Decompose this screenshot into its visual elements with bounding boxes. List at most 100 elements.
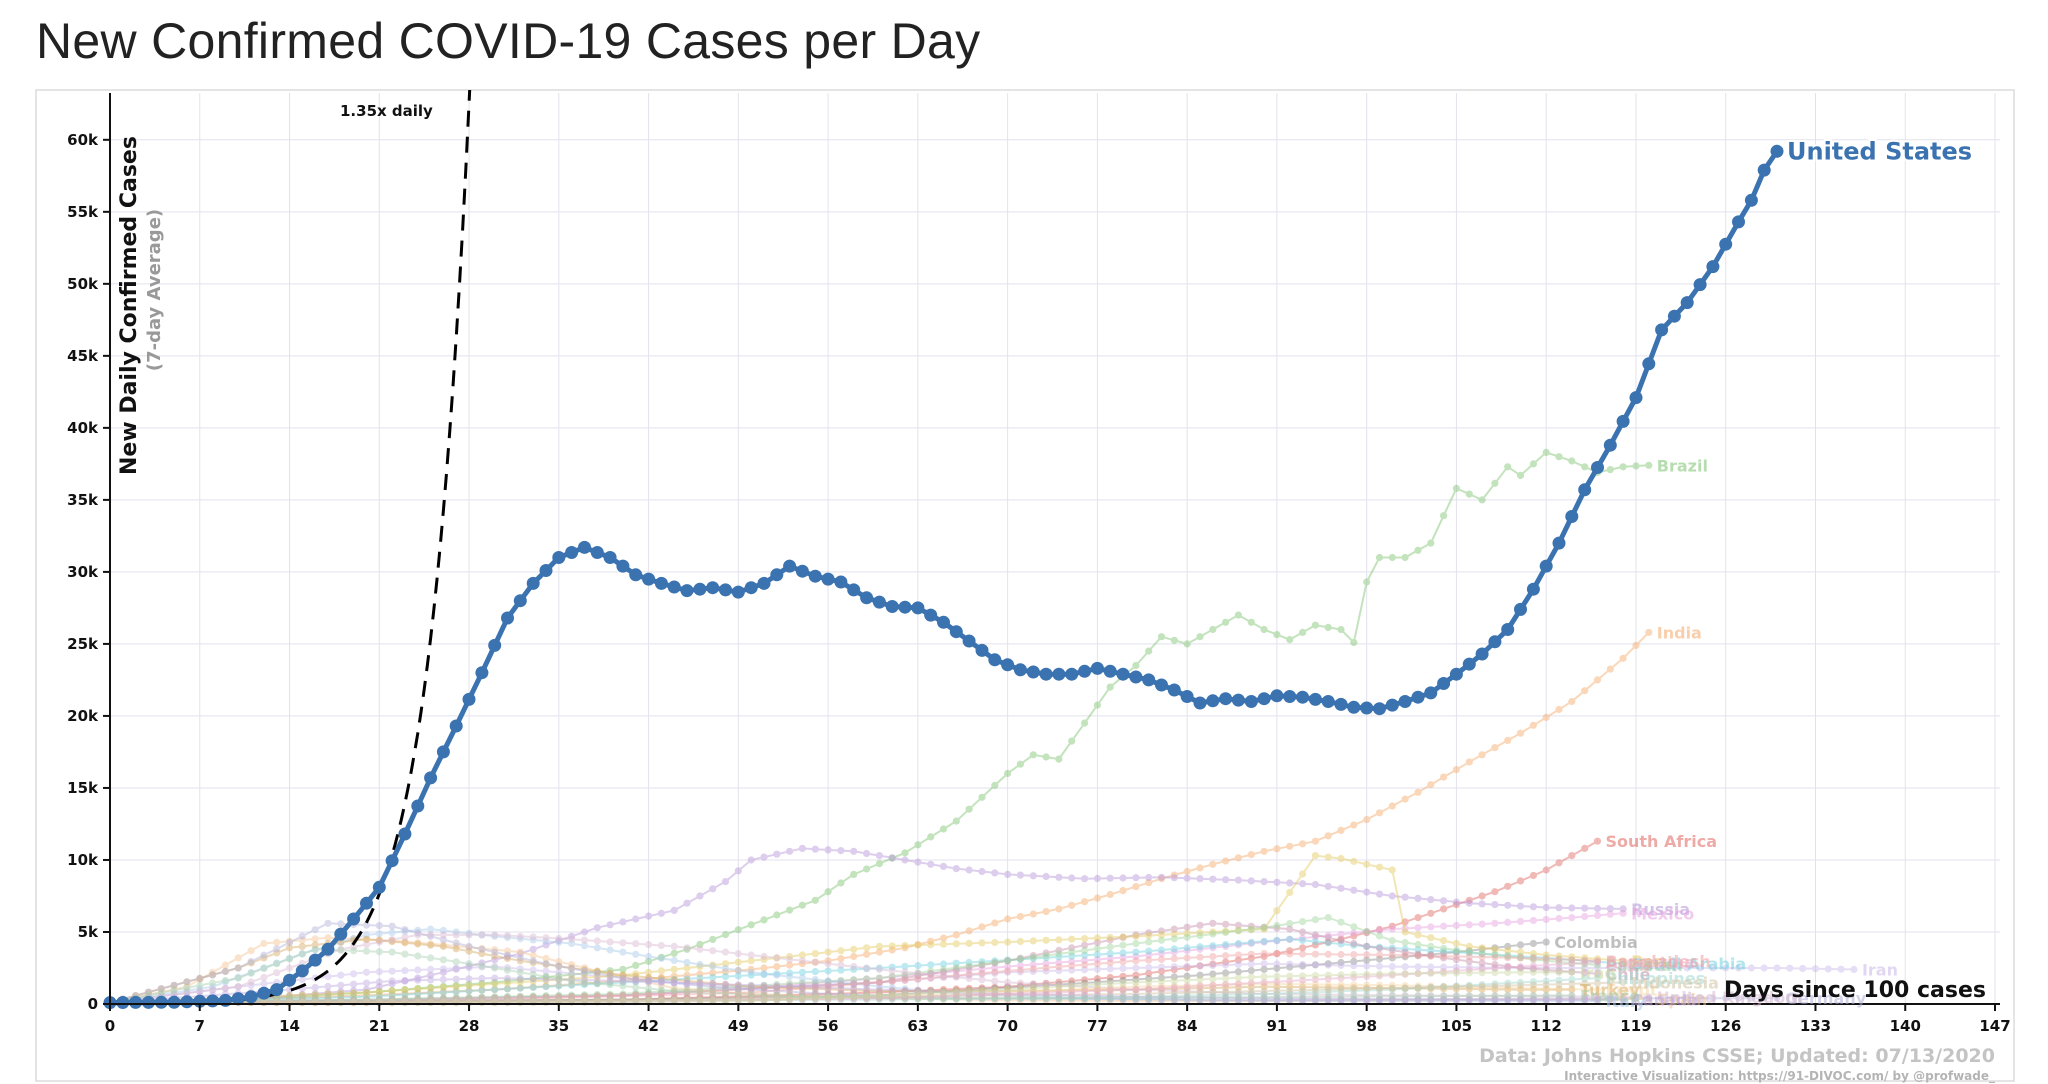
data-point-italy [568, 939, 576, 948]
data-point-united-states [603, 551, 617, 564]
series-label-russia: Russia [1631, 900, 1690, 919]
data-point-saudi-arabia [1273, 936, 1281, 944]
data-point-germany [606, 972, 614, 980]
data-point-bangladesh [683, 990, 691, 998]
data-point-italy [1478, 997, 1486, 1005]
data-point-pakistan [439, 994, 447, 1002]
data-point-iran [811, 981, 819, 989]
data-point-brazil [1222, 618, 1230, 626]
data-point-india [1068, 901, 1076, 909]
data-point-saudi-arabia [1068, 952, 1076, 960]
data-point-russia [1568, 904, 1576, 912]
data-point-chile [773, 984, 781, 992]
series-line-indonesia [109, 981, 1624, 1004]
data-point-france [298, 950, 306, 958]
data-point-united-kingdom [491, 931, 499, 939]
data-point-france [696, 988, 704, 996]
data-point-saudi-arabia [888, 963, 896, 971]
data-point-brazil [1055, 755, 1063, 763]
data-point-argentina [991, 990, 999, 998]
data-point-chile [1452, 956, 1460, 964]
x-tick-label: 84 [1177, 1017, 1198, 1035]
data-point-bangladesh [696, 990, 704, 998]
series-line-saudi-arabia [109, 938, 1624, 1004]
data-point-pakistan [362, 996, 371, 1004]
data-point-italy [811, 975, 819, 984]
data-point-united-kingdom [362, 940, 371, 949]
data-point-brazil [939, 825, 948, 833]
series-philippines[interactable] [106, 974, 1602, 1007]
data-point-iran [1568, 964, 1576, 972]
series-label-france: France [1580, 986, 1640, 1005]
data-point-mexico [1234, 941, 1242, 949]
series-brazil[interactable] [106, 448, 1653, 1007]
data-point-pakistan [798, 979, 807, 987]
data-point-brazil [1542, 448, 1550, 456]
data-point-mexico [516, 994, 524, 1002]
data-point-brazil [1209, 625, 1217, 634]
data-point-united-states [321, 942, 335, 956]
series-colombia[interactable] [106, 938, 1550, 1007]
data-point-germany [645, 977, 653, 985]
data-point-south-africa [1157, 967, 1166, 976]
data-point-colombia [439, 997, 447, 1005]
data-point-canada [1016, 990, 1024, 998]
data-point-russia [734, 867, 742, 875]
data-point-brazil [632, 961, 640, 970]
data-point-canada [760, 982, 768, 990]
data-point-argentina [1286, 977, 1294, 985]
data-point-germany [183, 978, 191, 986]
data-point-united-states [1591, 461, 1604, 474]
y-tick-label: 40k [67, 419, 99, 437]
data-point-brazil [1004, 769, 1012, 778]
data-point-bangladesh [1516, 954, 1525, 962]
data-point-iran [1760, 964, 1768, 972]
series-indonesia[interactable] [106, 978, 1627, 1007]
data-point-chile [965, 963, 973, 971]
data-point-egypt [683, 996, 691, 1004]
data-point-france [683, 988, 691, 996]
data-point-pakistan [1055, 950, 1063, 958]
data-point-iran [1363, 962, 1371, 970]
data-point-brazil [1516, 471, 1525, 479]
data-point-peru [1081, 935, 1089, 943]
data-point-united-kingdom [1222, 989, 1230, 997]
data-point-iran [503, 964, 512, 972]
series-united-states[interactable] [103, 144, 1784, 1010]
series-germany[interactable] [106, 919, 1781, 1007]
data-point-france [465, 960, 473, 968]
series-mexico[interactable] [106, 909, 1627, 1007]
data-point-colombia [978, 985, 986, 993]
series-peru[interactable] [106, 852, 1627, 1007]
data-point-france [350, 947, 358, 955]
data-point-italy [401, 927, 409, 936]
data-point-philippines [773, 996, 781, 1004]
data-point-brazil [1106, 683, 1114, 691]
data-point-colombia [1542, 938, 1550, 946]
data-point-spain [260, 939, 268, 948]
data-point-india [1388, 802, 1396, 810]
data-point-united-kingdom [414, 931, 422, 939]
data-point-iran [1081, 966, 1089, 974]
series-line-iraq [110, 971, 1572, 1004]
series-france[interactable] [106, 945, 1576, 1007]
data-point-argentina [1440, 968, 1448, 976]
series-turkey[interactable] [106, 935, 1576, 1007]
data-point-united-kingdom [1375, 991, 1384, 999]
series-spain[interactable] [106, 934, 1653, 1007]
data-point-indonesia [914, 992, 922, 1001]
data-point-peru [1042, 936, 1050, 944]
data-point-brazil [1388, 553, 1396, 562]
series-united-kingdom[interactable] [106, 931, 1653, 1007]
data-point-saudi-arabia [1055, 953, 1063, 961]
data-point-iran [927, 974, 935, 983]
series-saudi-arabia[interactable] [106, 935, 1627, 1007]
data-point-indonesia [1414, 984, 1422, 992]
data-point-india [414, 989, 422, 997]
data-point-india [503, 985, 512, 993]
data-point-brazil [401, 985, 409, 994]
data-point-indonesia [773, 994, 781, 1002]
data-point-iran [1004, 968, 1012, 976]
data-point-united-kingdom [709, 947, 717, 955]
data-point-united-states [206, 994, 220, 1008]
